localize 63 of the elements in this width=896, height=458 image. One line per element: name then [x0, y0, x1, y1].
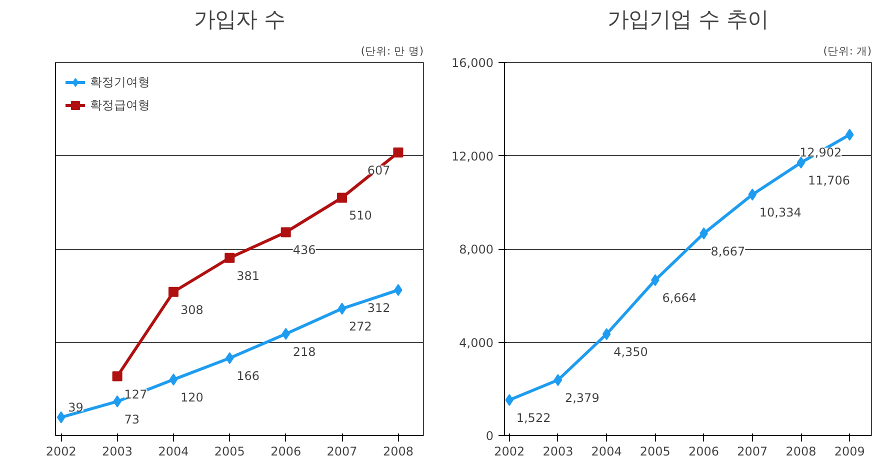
y-tick-label: 16,000: [452, 56, 494, 70]
data-label: 39: [68, 400, 84, 414]
data-label: 12,902: [800, 146, 842, 160]
x-tick-label: 2008: [382, 444, 414, 458]
point: [280, 227, 291, 238]
data-label: 4,350: [614, 345, 648, 360]
point: [393, 147, 404, 158]
data-label: 607: [367, 163, 390, 178]
x-tick-label: 2006: [688, 444, 720, 458]
data-label: 120: [180, 390, 204, 405]
data-label: 11,706: [808, 174, 850, 188]
data-label: 2,379: [564, 391, 600, 406]
point: [554, 374, 562, 386]
data-label: 436: [292, 243, 316, 258]
y-tick-label: 4,000: [459, 336, 494, 350]
x-tick-label: 2003: [542, 444, 574, 458]
data-label: 166: [236, 369, 260, 384]
x-tick-label: 2009: [834, 444, 865, 458]
x-tick-label: 2007: [737, 444, 768, 458]
point: [168, 286, 178, 297]
point: [602, 328, 611, 340]
data-label: 308: [180, 302, 204, 317]
point: [845, 128, 854, 141]
data-label: 510: [349, 208, 372, 223]
x-tick-label: 2004: [591, 444, 622, 458]
x-tick-label: 2007: [326, 444, 358, 458]
data-label: 127: [124, 387, 148, 402]
data-label: 312: [367, 301, 390, 316]
data-label: 218: [292, 344, 316, 359]
x-tick-label: 2004: [158, 444, 189, 458]
data-label: 6,664: [662, 291, 697, 306]
chart-title: 가입기업 수 추이: [608, 8, 768, 32]
chart-title: 가입자 수: [194, 8, 285, 32]
data-label: 10,334: [759, 206, 802, 220]
x-tick-label: 2003: [102, 444, 133, 458]
x-tick-label: 2002: [46, 444, 76, 458]
y-tick-label: 12,000: [452, 149, 494, 164]
x-tick-label: 2005: [640, 444, 670, 458]
point: [748, 188, 757, 201]
y-tick-label: 8,000: [459, 242, 494, 256]
y-tick-label: 0: [486, 429, 494, 443]
point: [56, 411, 66, 424]
point: [224, 252, 235, 263]
data-label: 8,667: [710, 244, 746, 258]
data-label: 73: [124, 412, 140, 426]
text: (단위: 개): [823, 44, 872, 58]
point: [505, 394, 514, 406]
data-label: 1,522: [516, 411, 551, 426]
x-tick-label: 2002: [494, 444, 525, 458]
point: [282, 328, 290, 340]
point: [112, 371, 122, 382]
point: [169, 374, 178, 386]
x-tick-label: 2005: [214, 444, 245, 458]
x-tick-label: 2008: [786, 444, 816, 458]
point: [337, 192, 348, 203]
data-label: 381: [236, 268, 260, 283]
text: (단위: 만 명): [360, 44, 424, 58]
x-tick-label: 2006: [270, 444, 302, 458]
point: [796, 156, 806, 169]
data-label: 272: [349, 320, 372, 334]
point: [338, 302, 346, 315]
legend-label: 확정기여형: [90, 74, 150, 90]
legend-label: 확정급여형: [90, 96, 150, 114]
